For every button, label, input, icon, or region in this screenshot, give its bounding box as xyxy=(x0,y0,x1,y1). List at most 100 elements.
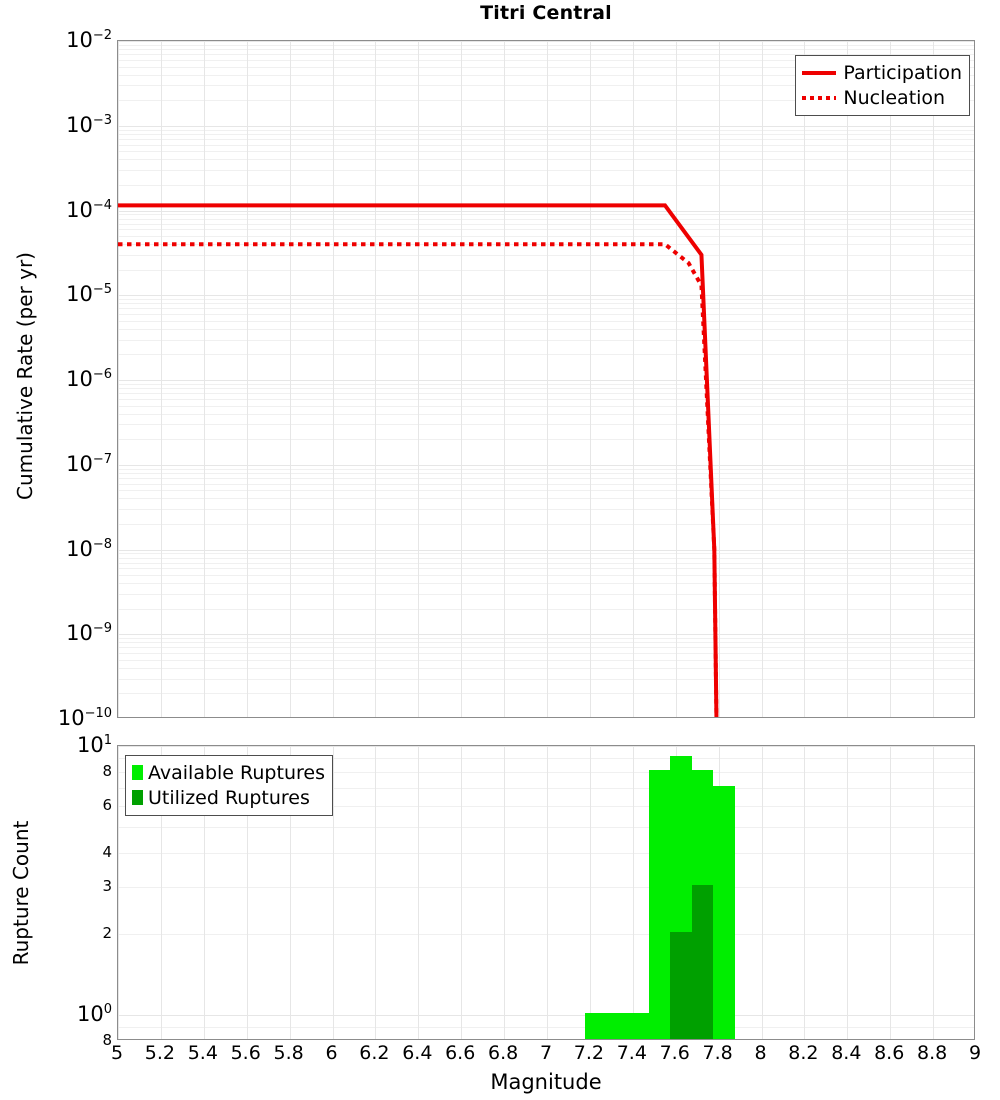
gridline-horizontal xyxy=(118,185,974,186)
gridline-horizontal xyxy=(118,509,974,510)
x-tick-label: 7.2 xyxy=(573,1042,604,1064)
gridline-horizontal xyxy=(118,594,974,595)
x-tick-label: 9 xyxy=(968,1042,982,1064)
gridline-horizontal xyxy=(118,229,974,230)
gridline-horizontal xyxy=(118,380,974,381)
gridline-horizontal xyxy=(118,634,974,635)
bar-available-rupture xyxy=(627,1012,649,1039)
gridline-vertical xyxy=(804,746,805,1039)
gridline-horizontal xyxy=(118,255,974,256)
y-tick-label: 10−7 xyxy=(66,451,112,476)
gridline-horizontal xyxy=(118,550,974,551)
gridline-horizontal xyxy=(118,553,974,554)
bar-available-rupture xyxy=(584,1012,606,1039)
gridline-horizontal xyxy=(118,638,974,639)
x-axis-ticks: 5 5.2 5.4 5.6 5.8 6 6.2 6.4 6.6 6.8 7 7.2 7.4 7.6 7.8 8… xyxy=(111,1042,981,1072)
gridline-horizontal xyxy=(118,583,974,584)
gridline-horizontal xyxy=(118,746,974,747)
gridline-horizontal xyxy=(118,41,974,42)
x-tick-label: 8.2 xyxy=(788,1042,819,1064)
x-tick-label: 6.8 xyxy=(487,1042,519,1064)
gridline-vertical xyxy=(890,746,891,1039)
gridline-horizontal xyxy=(118,524,974,525)
gridline-horizontal xyxy=(118,126,974,127)
gridline-horizontal xyxy=(118,693,974,694)
gridline-vertical xyxy=(847,41,848,717)
legend-swatch-box-icon xyxy=(132,790,143,805)
x-tick-label: 5.8 xyxy=(273,1042,304,1064)
gridline-horizontal xyxy=(118,498,974,499)
gridline-horizontal xyxy=(118,134,974,135)
legend-top: Participation Nucleation xyxy=(795,55,970,116)
gridline-vertical xyxy=(118,41,119,717)
y-tick-label: 10−8 xyxy=(66,536,112,561)
gridline-horizontal xyxy=(118,214,974,215)
gridline-horizontal xyxy=(118,575,974,576)
gridline-horizontal xyxy=(118,788,974,789)
gridline-horizontal xyxy=(118,827,974,828)
curve-participation xyxy=(118,203,719,717)
bar-available-rupture xyxy=(606,1012,628,1039)
gridline-horizontal xyxy=(118,145,974,146)
gridline-horizontal xyxy=(118,465,974,466)
legend-entry-available-ruptures: Available Ruptures xyxy=(132,760,325,785)
gridline-horizontal xyxy=(118,388,974,389)
legend-label: Participation xyxy=(843,61,962,84)
gridline-horizontal xyxy=(118,75,974,76)
y-axis-label-bottom: Rupture Count xyxy=(9,820,33,966)
x-tick-label: 6 xyxy=(325,1042,338,1064)
gridline-horizontal xyxy=(118,424,974,425)
gridline-vertical xyxy=(247,41,248,717)
gridline-vertical xyxy=(804,41,805,717)
x-tick-label: 7 xyxy=(539,1042,553,1064)
legend-swatch-box-icon xyxy=(132,765,143,780)
gridline-vertical xyxy=(504,746,505,1039)
gridline-horizontal xyxy=(118,49,974,50)
y-tick-label: 2 xyxy=(102,923,112,942)
gridline-vertical xyxy=(547,746,548,1039)
gridline-horizontal xyxy=(118,219,974,220)
x-tick-label: 5 xyxy=(110,1042,124,1064)
x-tick-label: 8.4 xyxy=(831,1042,862,1064)
gridline-horizontal xyxy=(118,308,974,309)
gridline-horizontal xyxy=(118,139,974,140)
gridline-horizontal xyxy=(118,100,974,101)
x-tick-label: 8.6 xyxy=(874,1042,905,1064)
x-tick-label: 6.2 xyxy=(359,1042,390,1064)
y-tick-label: 4 xyxy=(102,843,112,862)
gridline-vertical xyxy=(204,41,205,717)
gridline-horizontal xyxy=(118,399,974,400)
gridline-vertical xyxy=(375,746,376,1039)
gridline-horizontal xyxy=(118,806,974,807)
x-tick-label: 8.8 xyxy=(916,1042,948,1064)
curve-nucleation xyxy=(118,242,719,717)
gridline-horizontal xyxy=(118,299,974,300)
gridline-horizontal xyxy=(118,384,974,385)
legend-entry-utilized-ruptures: Utilized Ruptures xyxy=(132,785,325,810)
gridline-horizontal xyxy=(118,236,974,237)
x-tick-label: 5.6 xyxy=(230,1042,261,1064)
gridline-vertical xyxy=(204,746,205,1039)
gridline-vertical xyxy=(461,746,462,1039)
y-tick-label: 101 xyxy=(76,733,112,757)
y-axis-ticks-top: 10−2 10−3 10−4 10−5 10−6 10−7 10−8 10−9 10−10 xyxy=(0,28,112,730)
x-tick-label: 5.2 xyxy=(144,1042,175,1064)
gridline-horizontal xyxy=(118,130,974,131)
gridline-horizontal xyxy=(118,478,974,479)
gridline-vertical xyxy=(719,41,720,717)
gridline-vertical xyxy=(762,746,763,1039)
x-tick-label: 6.6 xyxy=(445,1042,476,1064)
gridline-horizontal xyxy=(118,853,974,854)
gridline-horizontal xyxy=(118,321,974,322)
legend-entry-nucleation: Nucleation xyxy=(802,85,962,110)
gridline-vertical xyxy=(333,746,334,1039)
gridline-horizontal xyxy=(118,1015,974,1016)
gridline-horizontal xyxy=(118,244,974,245)
gridline-horizontal xyxy=(118,647,974,648)
legend-label: Utilized Ruptures xyxy=(148,786,310,809)
gridline-vertical xyxy=(633,746,634,1039)
y-tick-label: 6 xyxy=(102,795,112,814)
legend-swatch-dotted-line-icon xyxy=(802,95,837,100)
gridline-horizontal xyxy=(118,660,974,661)
